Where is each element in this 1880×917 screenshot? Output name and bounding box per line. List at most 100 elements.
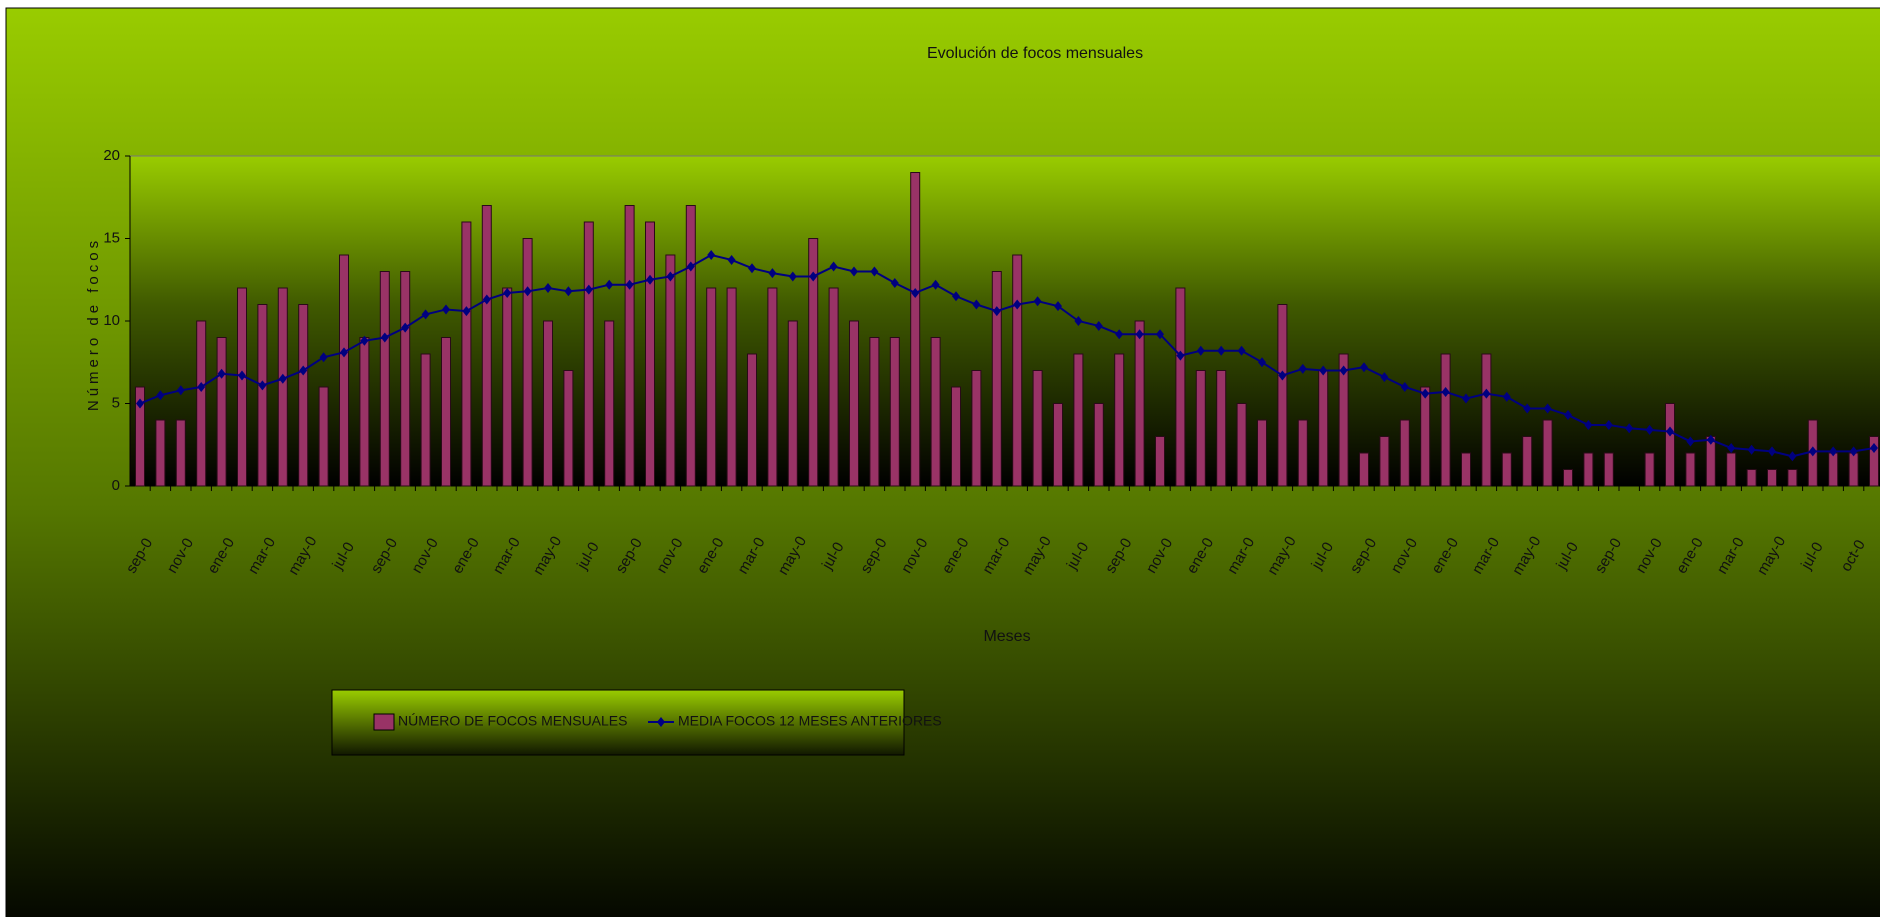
line-marker <box>360 335 369 346</box>
bar <box>1501 452 1512 487</box>
bar <box>767 287 778 487</box>
line-marker <box>1074 316 1083 326</box>
line-marker <box>666 271 675 282</box>
line-marker <box>788 271 797 282</box>
line-marker <box>1156 329 1164 340</box>
bar <box>441 337 451 487</box>
bar <box>175 419 186 487</box>
bar <box>1297 419 1308 487</box>
line-marker <box>1033 296 1042 307</box>
bar <box>277 287 288 487</box>
bar <box>1603 452 1614 487</box>
bar <box>481 205 492 487</box>
bar <box>1195 370 1206 487</box>
line-marker <box>1176 350 1185 361</box>
bar <box>359 337 370 487</box>
bar <box>563 370 574 487</box>
bar <box>461 221 472 487</box>
bar <box>298 304 309 487</box>
bar <box>135 386 145 487</box>
y-axis-label: Número de focos <box>85 237 102 411</box>
line-marker <box>380 332 389 343</box>
bar <box>155 419 166 487</box>
plot-area <box>129 155 1880 487</box>
line-marker <box>442 304 450 315</box>
bar <box>1787 469 1798 487</box>
line-marker <box>1339 365 1348 376</box>
bar <box>1828 452 1839 487</box>
bar <box>1216 370 1227 487</box>
line-marker <box>1768 446 1776 457</box>
line-marker <box>646 274 654 285</box>
bar <box>420 353 431 487</box>
line-marker <box>136 398 144 409</box>
bar <box>543 320 553 487</box>
bar <box>1318 370 1329 487</box>
y-tick-label: 20 <box>103 147 120 164</box>
line-marker <box>727 254 736 265</box>
line-marker <box>707 250 716 260</box>
bar <box>1563 469 1573 487</box>
line-marker <box>1258 357 1266 368</box>
line-marker <box>217 368 226 379</box>
line-marker <box>564 286 573 297</box>
bar <box>889 337 900 487</box>
bar <box>1746 469 1757 487</box>
bar <box>522 238 533 487</box>
line-marker <box>1666 426 1674 437</box>
line-marker <box>625 279 634 290</box>
bar <box>1093 403 1104 487</box>
line-marker <box>1523 403 1532 414</box>
bar <box>1726 452 1737 487</box>
line-marker <box>1298 363 1307 374</box>
line-marker <box>1237 345 1246 356</box>
line-marker <box>156 390 165 401</box>
line-marker <box>931 279 940 290</box>
line-marker <box>1421 388 1430 399</box>
bar <box>1767 469 1777 487</box>
bar <box>1175 287 1186 487</box>
line-marker <box>584 284 593 295</box>
bar <box>1012 254 1023 487</box>
line-marker <box>462 306 471 317</box>
line <box>139 253 1875 458</box>
line-marker <box>686 261 695 272</box>
line-marker <box>1278 370 1287 381</box>
legend-label: MEDIA FOCOS 12 MESES ANTERIORES <box>678 713 942 729</box>
bar <box>665 254 676 487</box>
legend-swatch <box>373 713 395 731</box>
bar <box>747 353 757 487</box>
bar <box>1359 452 1369 487</box>
legend <box>331 689 905 756</box>
bar <box>400 271 411 487</box>
line-marker <box>1747 444 1756 455</box>
line-marker <box>1870 443 1878 454</box>
bar <box>216 337 227 487</box>
bar <box>1379 436 1390 487</box>
bar <box>1522 436 1533 487</box>
line-marker <box>401 322 410 333</box>
line-marker <box>1808 446 1817 457</box>
line-marker <box>176 385 185 396</box>
line-marker <box>544 283 552 293</box>
line-marker <box>1196 345 1205 356</box>
bar <box>1420 386 1431 487</box>
line-marker <box>1543 403 1552 414</box>
line-marker <box>1380 372 1389 383</box>
bar <box>1583 452 1594 487</box>
line-marker <box>992 306 1001 317</box>
bar <box>1665 403 1675 487</box>
line-marker <box>1686 436 1695 447</box>
line-marker <box>1604 419 1613 430</box>
bar <box>849 320 859 487</box>
line-marker <box>299 365 308 376</box>
line-marker <box>952 291 960 302</box>
line-marker <box>1217 345 1226 356</box>
line-marker <box>482 294 491 305</box>
line-marker <box>1094 320 1103 331</box>
bar <box>1461 452 1471 487</box>
bar <box>1155 436 1165 487</box>
bar <box>1134 320 1145 487</box>
line-marker <box>238 370 246 381</box>
